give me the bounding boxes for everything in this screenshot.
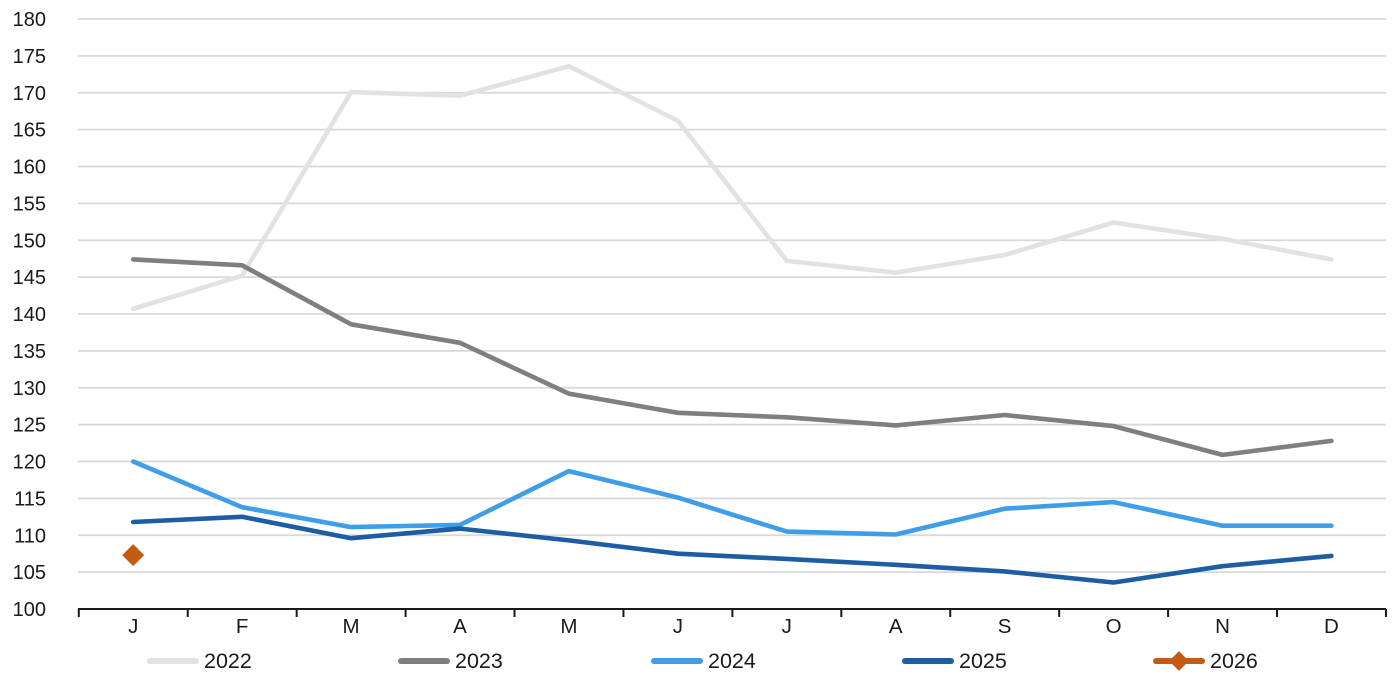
y-tick-label-110: 110 (14, 525, 46, 547)
legend-item-2023: 2023 (398, 646, 503, 676)
y-tick-label-100: 100 (13, 599, 46, 621)
legend-label-2022: 2022 (204, 649, 252, 673)
diamond-marker-2026 (122, 544, 145, 567)
legend-swatch-2023 (398, 646, 450, 676)
series-line-2025 (130, 514, 1334, 585)
legend-label-2026: 2026 (1210, 649, 1258, 673)
legend-item-2024: 2024 (651, 646, 756, 676)
y-tick-label-125: 125 (13, 415, 46, 437)
x-tick-label-1: F (236, 615, 249, 638)
legend-item-2025: 2025 (902, 646, 1007, 676)
legend-label-2024: 2024 (708, 649, 756, 673)
x-tick-label-8: S (998, 615, 1012, 638)
series-line-2022 (130, 63, 1334, 312)
y-tick-label-165: 165 (13, 120, 46, 142)
legend-diamond-icon (1169, 651, 1189, 671)
y-tick-label-150: 150 (13, 230, 46, 252)
y-tick-label-175: 175 (13, 46, 46, 68)
x-tick-label-4: M (560, 615, 577, 638)
legend-swatch-line-2024 (651, 658, 703, 664)
legend-swatch-2026 (1153, 646, 1205, 676)
y-tick-label-170: 170 (13, 83, 46, 105)
y-tick-label-135: 135 (13, 341, 46, 363)
y-tick-label-140: 140 (13, 304, 46, 326)
x-tick-label-0: J (128, 615, 138, 638)
legend-label-2023: 2023 (455, 649, 503, 673)
y-tick-label-130: 130 (13, 378, 46, 400)
y-tick-label-115: 115 (14, 488, 46, 510)
legend-label-2025: 2025 (959, 649, 1007, 673)
series-line-2024 (130, 459, 1334, 537)
x-tick-label-3: A (453, 615, 467, 638)
x-tick-label-7: A (889, 615, 903, 638)
legend-item-2026: 2026 (1153, 646, 1258, 676)
legend-swatch-2025 (902, 646, 954, 676)
legend-swatch-line-2023 (398, 658, 450, 664)
chart-legend: 2022 2023 2024 2025 2026 (0, 646, 1400, 678)
legend-swatch-2024 (651, 646, 703, 676)
x-tick-label-6: J (782, 615, 792, 638)
y-tick-label-180: 180 (13, 9, 46, 31)
legend-swatch-line-2025 (902, 658, 954, 664)
legend-swatch-line-2022 (147, 658, 199, 664)
y-tick-label-160: 160 (13, 157, 46, 179)
y-tick-label-145: 145 (13, 267, 46, 289)
x-tick-label-10: N (1215, 615, 1230, 638)
legend-item-2022: 2022 (147, 646, 252, 676)
series-line-2023 (130, 257, 1334, 458)
x-tick-label-5: J (673, 615, 683, 638)
y-tick-label-120: 120 (13, 452, 46, 474)
legend-swatch-2022 (147, 646, 199, 676)
y-tick-label-155: 155 (13, 193, 46, 215)
x-tick-label-11: D (1324, 615, 1339, 638)
y-tick-label-105: 105 (13, 562, 46, 584)
x-tick-label-9: O (1106, 615, 1122, 638)
x-tick-label-2: M (343, 615, 360, 638)
